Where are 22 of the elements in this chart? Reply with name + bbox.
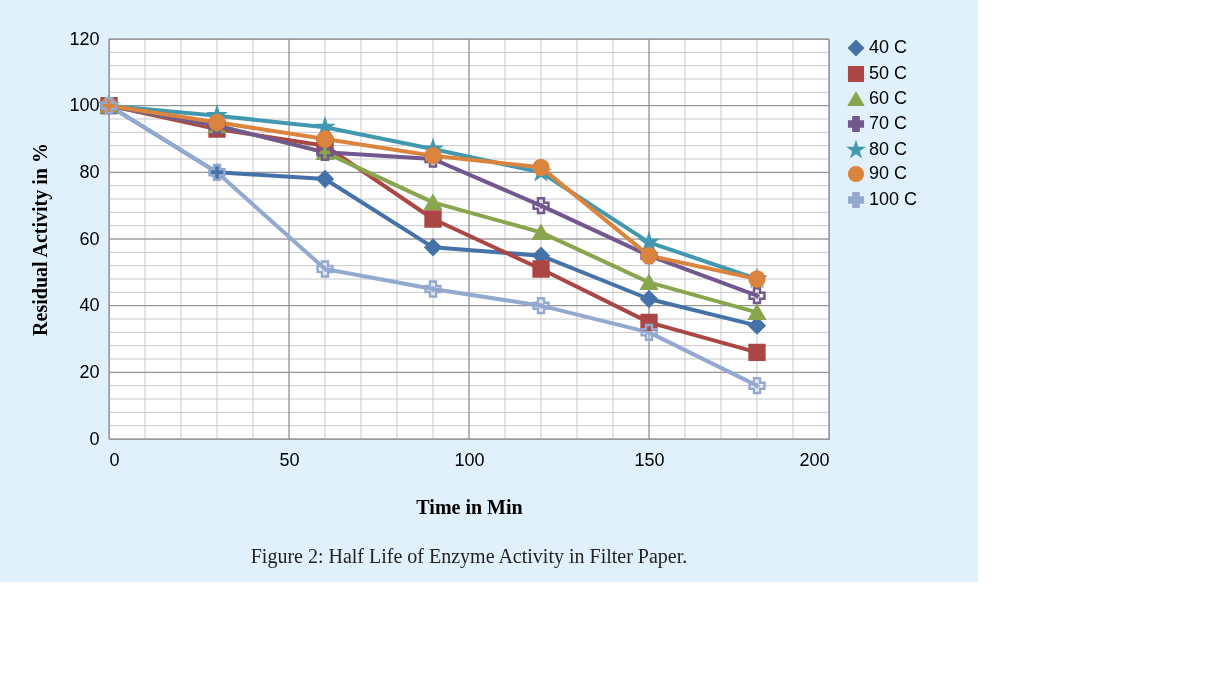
caption: Figure 2: Half Life of Enzyme Activity in Filter Paper. [250,545,688,568]
x-tick-label: 100 [454,449,485,470]
legend-label: 50 C [869,63,908,83]
legend-label: 100 C [869,189,918,209]
x-tick-label: 0 [109,449,120,470]
legend-label: 70 C [869,113,908,133]
legend-label: 40 C [869,37,908,57]
x-tick-label: 50 [279,449,300,470]
y-axis-title: Residual Activity in % [29,143,53,336]
y-tick-label: 100 [69,95,100,116]
x-tick-label: 150 [634,449,665,470]
y-tick-label: 60 [79,228,100,249]
legend-label: 90 C [869,163,908,183]
legend-label: 60 C [869,88,908,108]
y-tick-label: 0 [89,428,100,449]
y-tick-label: 120 [69,28,100,49]
y-tick-label: 20 [79,361,100,382]
legend-label: 80 C [869,139,908,159]
y-tick-label: 80 [79,161,100,182]
x-tick-label: 200 [799,449,830,470]
y-tick-label: 40 [79,295,100,316]
x-axis-title: Time in Min [416,495,523,518]
